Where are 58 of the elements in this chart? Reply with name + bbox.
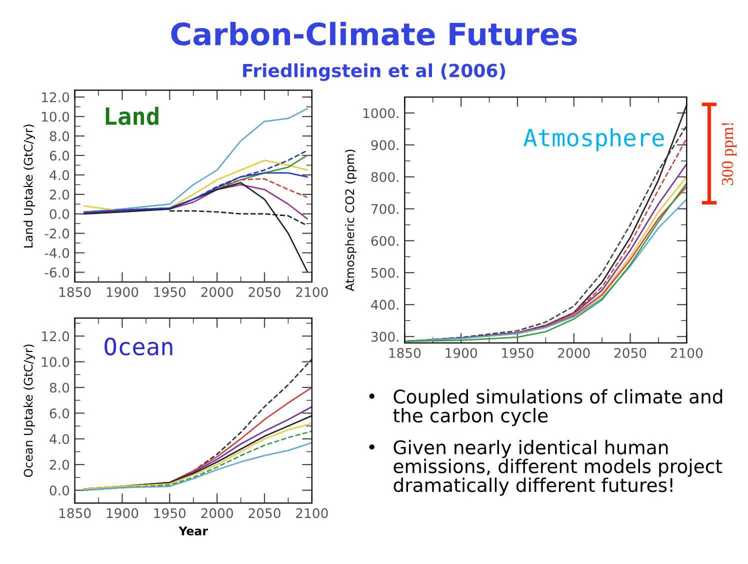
- y-tick-label: 10.0: [42, 112, 70, 122]
- y-tick-label: 600.: [371, 236, 398, 246]
- y-tick-label: 10.0: [42, 356, 70, 367]
- y-tick-label: 12.0: [42, 331, 70, 342]
- y-tick-label: 0.0: [50, 209, 70, 220]
- line-series: [84, 172, 308, 214]
- text: Friedlingstein et al (2006): [243, 63, 506, 81]
- x-tick-label: 1850: [389, 348, 421, 358]
- y-tick-label: 4.0: [50, 170, 70, 180]
- y-tick-label: 2.0: [50, 190, 70, 200]
- y-tick-label: 8.0: [50, 131, 70, 142]
- y-tick-label: 300.: [371, 332, 398, 342]
- y-tick-label: 2.0: [50, 460, 70, 470]
- x-tick-label: 2050: [248, 287, 280, 298]
- y-tick-label: 0.0: [50, 485, 70, 496]
- y-axis-title: Ocean Uptake (GtC/yr): [24, 344, 36, 477]
- x-tick-label: 1900: [446, 348, 477, 358]
- text: • Given nearly identical human emissions, different models project dramatically different futures!: [369, 440, 722, 496]
- y-tick-label: 800.: [371, 172, 398, 182]
- y-tick-label: 4.0: [50, 434, 70, 444]
- y-tick-label: -6.0: [44, 267, 70, 278]
- x-tick-label: 2000: [201, 508, 233, 518]
- x-tick-label: 1950: [154, 508, 186, 518]
- text: Carbon-Climate Futures: [171, 22, 577, 46]
- x-tick-label: 1950: [502, 348, 534, 358]
- y-tick-label: 6.0: [50, 408, 70, 418]
- line-series: [84, 182, 308, 272]
- x-tick-label: 2100: [296, 508, 328, 518]
- x-tick-label: 1850: [59, 508, 91, 518]
- text: • Coupled simulations of climate and the carbon cycle: [369, 389, 722, 426]
- y-tick-label: 12.0: [42, 92, 70, 102]
- x-tick-label: 1900: [106, 287, 138, 298]
- line-series: [84, 442, 312, 491]
- y-axis-title: Land Uptake (GtC/yr): [24, 124, 36, 248]
- y-axis-title: Atmospheric CO2 (ppm): [345, 150, 356, 292]
- y-tick-label: -4.0: [44, 248, 70, 258]
- y-tick-label: 6.0: [50, 150, 70, 161]
- y-tick-label: 500.: [371, 268, 398, 278]
- y-tick-label: 900.: [371, 140, 398, 150]
- y-tick-label: 1000.: [363, 108, 398, 118]
- x-tick-label: 1850: [59, 287, 91, 298]
- x-tick-label: 2000: [558, 348, 590, 358]
- y-tick-label: -2.0: [44, 228, 70, 239]
- text: 300 ppm!: [722, 123, 737, 185]
- y-tick-label: 8.0: [50, 382, 70, 393]
- y-tick-label: 700.: [372, 204, 398, 214]
- text: Atmosphere: [524, 128, 664, 152]
- x-tick-label: 1950: [154, 287, 186, 298]
- x-axis-title: Year: [178, 526, 208, 536]
- x-tick-label: 2050: [248, 508, 280, 518]
- text: Ocean: [104, 338, 172, 356]
- x-tick-label: 1900: [106, 508, 138, 518]
- x-tick-label: 2000: [201, 287, 233, 298]
- x-tick-label: 2100: [296, 287, 328, 298]
- y-tick-label: 400.: [371, 300, 398, 310]
- text: Land: [106, 106, 158, 126]
- x-tick-label: 2050: [614, 348, 646, 358]
- x-tick-label: 2100: [670, 348, 703, 358]
